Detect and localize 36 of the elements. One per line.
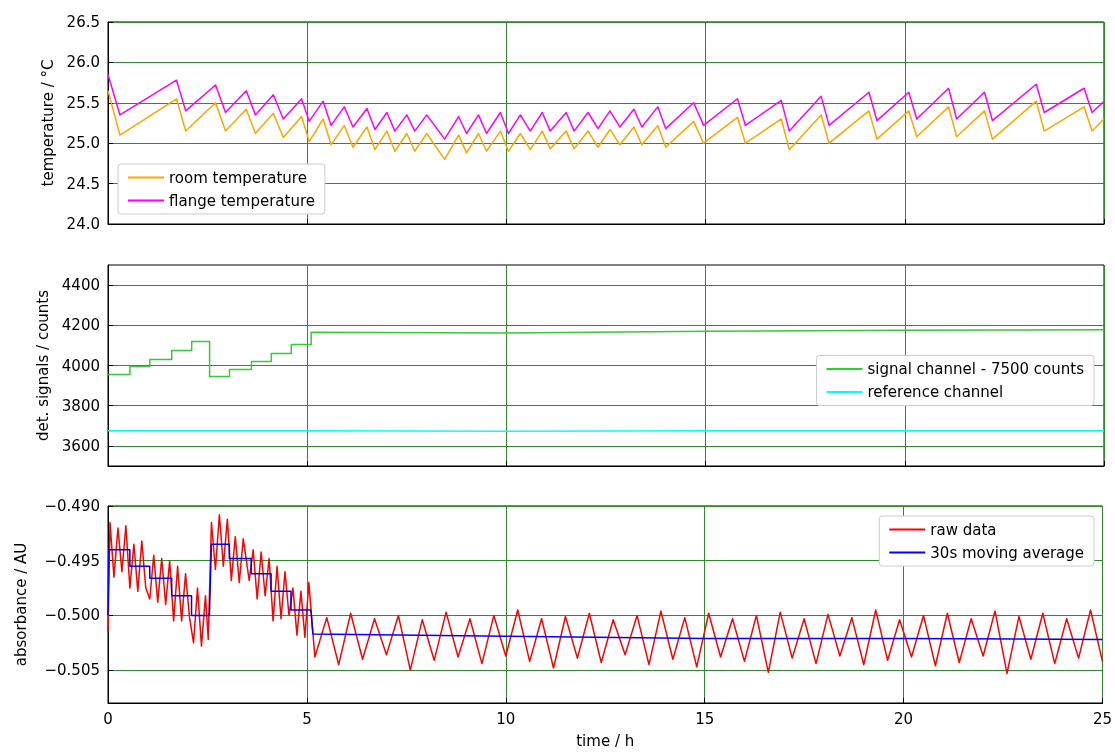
y-tick-label: 26.0 [66,53,100,72]
y-tick-label: 4200 [61,316,100,335]
y-tick-label: −0.490 [44,497,100,515]
y-tick-label: −0.495 [44,551,100,570]
y-tick-label: 26.5 [66,13,100,31]
y-tick-label: 25.0 [66,134,100,153]
y-tick-label: 3800 [61,396,100,415]
legend-label: flange temperature [169,191,315,210]
legend-label: signal channel - 7500 counts [867,360,1085,378]
x-axis-title: time / h [576,731,635,750]
y-axis-title: temperature / °C [39,59,58,187]
x-tick-label: 25 [1092,709,1112,728]
y-axis-title: absorbance / AU [11,542,30,667]
x-tick-label: 10 [496,709,516,728]
legend-label: reference channel [867,383,1004,401]
legend-label: 30s moving average [930,543,1085,562]
x-tick-label: 5 [302,709,312,728]
line-series [107,543,1104,641]
y-tick-label: −0.500 [44,606,100,625]
line-series [107,89,1105,161]
y-tick-label: 4400 [61,276,100,295]
x-tick-label: 20 [894,709,914,728]
y-tick-label: 4000 [61,356,100,375]
y-tick-label: 25.5 [66,93,100,112]
y-tick-label: 24.5 [66,174,100,193]
legend-label: raw data [930,520,997,539]
y-tick-label: −0.505 [44,661,100,680]
y-axis-title: det. signals / counts [33,289,52,442]
y-tick-label: 3600 [61,436,100,455]
legend-label: room temperature [169,168,307,187]
line-series [107,514,1104,675]
line-series [107,328,1105,378]
line-series [107,73,1105,140]
x-tick-label: 0 [103,709,113,728]
x-tick-label: 15 [695,709,715,728]
y-tick-label: 24.0 [66,215,100,233]
